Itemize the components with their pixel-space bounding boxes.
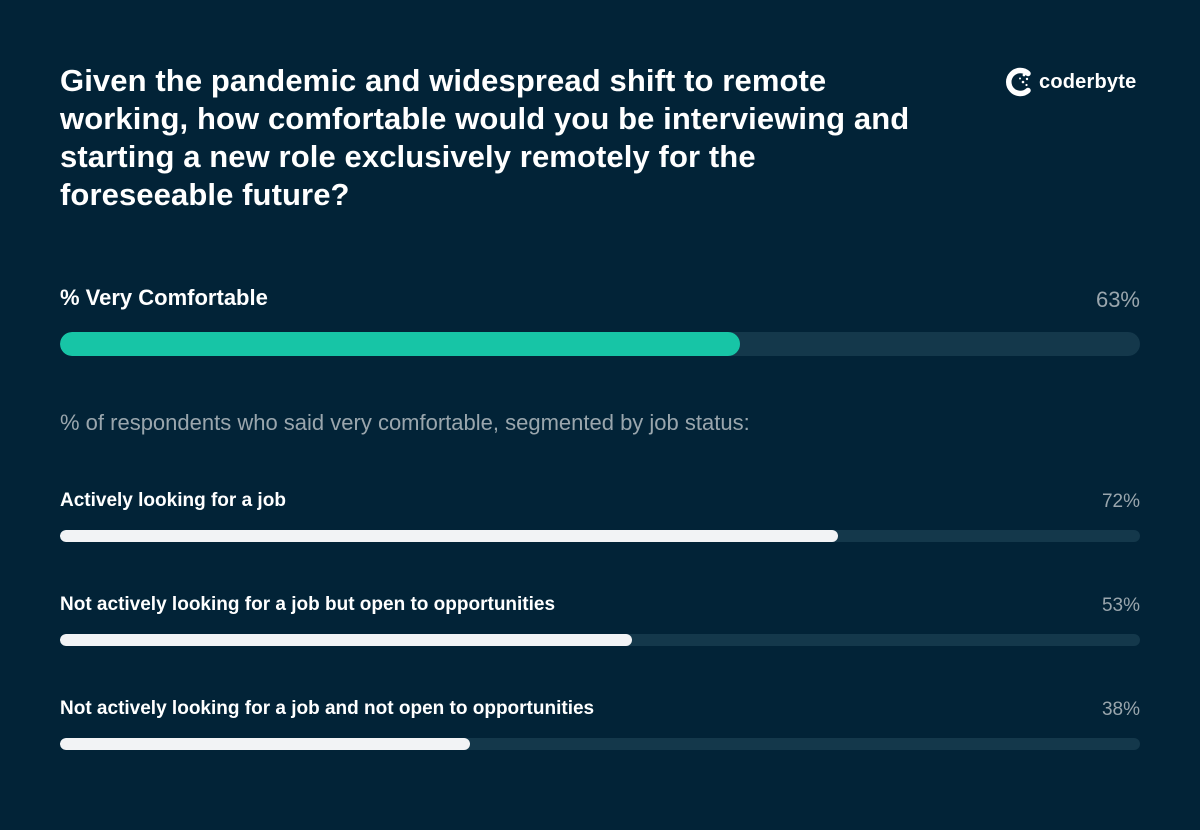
coderbyte-logo-icon: [1006, 67, 1031, 97]
segment-bar-value: 53%: [1101, 595, 1140, 616]
segment-bar-value: 38%: [1101, 699, 1140, 720]
segment-bar-track: [60, 530, 1140, 542]
segment-bar-label: Not actively looking for a job but open …: [60, 594, 556, 615]
brand-logo: coderbyte: [1002, 64, 1136, 100]
segment-bar-fill: [60, 738, 471, 750]
brand-name: coderbyte: [1039, 70, 1137, 93]
primary-bar-label: % Very Comfortable: [60, 285, 268, 310]
segment-bar-track: [60, 738, 1140, 750]
segment-bar-value: 72%: [1101, 491, 1140, 512]
segment-bar-label: Not actively looking for a job and not o…: [60, 698, 595, 719]
segment-caption: % of respondents who said very comfortab…: [60, 410, 750, 435]
primary-bar-track: [60, 332, 1140, 356]
segment-bar-label: Actively looking for a job: [60, 490, 286, 511]
primary-bar-value: 63%: [1095, 287, 1140, 312]
chart-title: Given the pandemic and widespread shift …: [60, 63, 910, 212]
segment-bar-fill: [60, 634, 633, 646]
primary-bar-fill: [60, 332, 741, 356]
segment-bar-fill: [60, 530, 838, 542]
segment-bar-track: [60, 634, 1140, 646]
